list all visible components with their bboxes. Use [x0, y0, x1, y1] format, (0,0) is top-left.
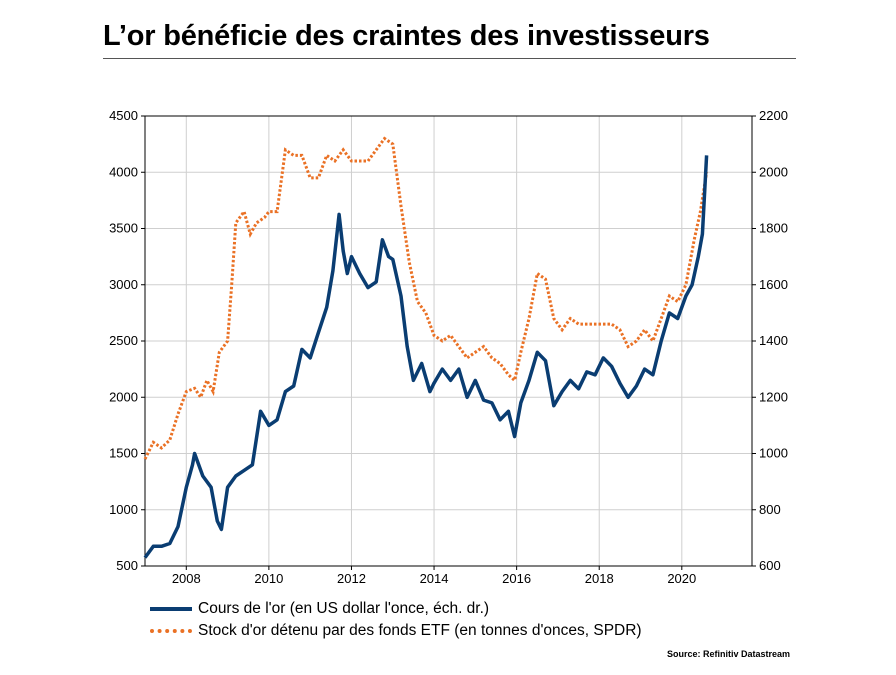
legend-swatch-gold-price [150, 607, 192, 611]
left-tick-label: 4000 [109, 164, 138, 179]
series-line-gold-price [143, 155, 709, 559]
x-tick-label: 2020 [667, 571, 696, 586]
legend-label-etf-stock: Stock d'or détenu par des fonds ETF (en … [198, 622, 642, 639]
right-tick-label: 1400 [759, 333, 788, 348]
x-tick-label: 2014 [420, 571, 449, 586]
left-axis-ticks: 500 1000 1500 2000 2500 3000 3500 4000 4500 [109, 108, 145, 573]
left-tick-label: 1000 [109, 502, 138, 517]
right-tick-label: 1800 [759, 221, 788, 236]
right-tick-label: 2200 [759, 108, 788, 123]
left-tick-label: 500 [116, 558, 138, 573]
left-tick-label: 1500 [109, 446, 138, 461]
title-divider [103, 58, 796, 59]
x-axis-ticks: 2008 2010 2012 2014 2016 2018 2020 [172, 566, 696, 586]
legend-item-gold-price: Cours de l'or (en US dollar l'once, éch.… [150, 598, 642, 620]
left-tick-label: 2000 [109, 389, 138, 404]
x-tick-label: 2012 [337, 571, 366, 586]
source-note: Source: Refinitiv Datastream [666, 649, 790, 659]
legend-label-gold-price: Cours de l'or (en US dollar l'once, éch.… [198, 600, 490, 617]
right-tick-label: 1600 [759, 277, 788, 292]
x-tick-label: 2016 [502, 571, 531, 586]
left-tick-label: 4500 [109, 108, 138, 123]
series-line-etf-stock [143, 136, 709, 460]
left-tick-label: 2500 [109, 333, 138, 348]
chart-title: L’or bénéficie des craintes des investis… [103, 20, 710, 52]
x-tick-label: 2010 [254, 571, 283, 586]
left-tick-label: 3500 [109, 221, 138, 236]
right-tick-label: 1200 [759, 389, 788, 404]
right-axis-ticks: 600 800 1000 1200 1400 1600 1800 2000 2200 [752, 108, 788, 573]
x-tick-label: 2008 [172, 571, 201, 586]
series-layer [143, 136, 709, 559]
legend-item-etf-stock: Stock d'or détenu par des fonds ETF (en … [150, 620, 642, 642]
legend-swatch-etf-stock [150, 629, 192, 633]
right-tick-label: 800 [759, 502, 781, 517]
right-tick-label: 1000 [759, 446, 788, 461]
x-tick-label: 2018 [585, 571, 614, 586]
left-tick-label: 3000 [109, 277, 138, 292]
legend: Cours de l'or (en US dollar l'once, éch.… [150, 598, 642, 642]
right-tick-label: 2000 [759, 164, 788, 179]
right-tick-label: 600 [759, 558, 781, 573]
